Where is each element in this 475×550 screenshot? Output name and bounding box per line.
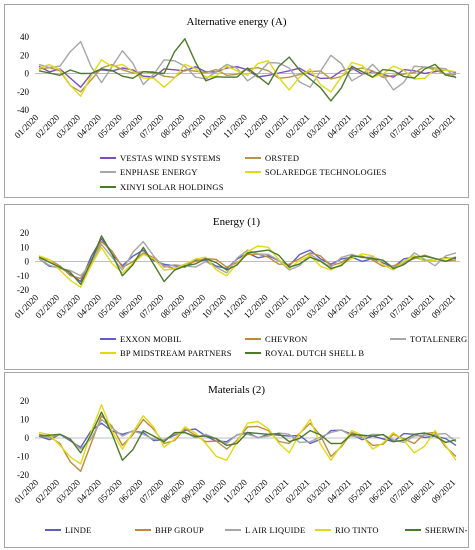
legend-label-linde: LINDE [65, 525, 92, 535]
y-tick-label: 20 [20, 50, 30, 60]
y-tick-label: 20 [20, 396, 30, 406]
chart-alternative-energy: Alternative energy (A)-40-200204001/2020… [12, 16, 460, 192]
series-line-bp-midstream-partners [38, 245, 457, 288]
legend-label-solaredge-technologies: SOLAREDGE TECHNOLOGIES [265, 167, 387, 177]
legend-label-bhp-group: BHP GROUP [155, 525, 204, 535]
y-tick-label: 40 [20, 32, 30, 42]
legend-label-bp-midstream-partners: BP MIDSTREAM PARTNERS [120, 348, 232, 358]
y-tick-label: -20 [17, 87, 29, 97]
chart-materials: Materials (2)-20-100102001/202002/202003… [12, 384, 468, 535]
legend-label-sherwin-williams: SHERWIN-WILLIAMS [425, 525, 468, 535]
series-line-xinyi-solar-holdings [38, 38, 457, 102]
legend-label-l-air-liquide: L AIR LIQUIDE [245, 525, 305, 535]
y-tick-label: 0 [25, 69, 30, 79]
y-tick-label: -10 [17, 271, 29, 281]
series-line-sherwin-williams [38, 411, 457, 461]
series-line-enphase-energy [38, 40, 457, 91]
y-tick-label: 10 [20, 242, 30, 252]
legend-label-royal-dutch-shell-b: ROYAL DUTCH SHELL B [265, 348, 364, 358]
series-line-royal-dutch-shell-b [38, 235, 457, 286]
series-line-vestas-wind-systems [38, 65, 457, 88]
y-tick-label: 0 [25, 433, 30, 443]
chart-title: Materials (2) [208, 384, 265, 396]
y-tick-label: -20 [17, 285, 29, 295]
legend-label-exxon-mobil: EXXON MOBIL [120, 334, 181, 344]
chart-panel-materials: Materials (2) -20 -10 0 10 20 01/2020 02/2020 03… [4, 372, 469, 548]
chart-panel-alternative-energy: Alternative energy (A) -40 -20 0 20 40 01/2020… [4, 4, 469, 198]
series-line-rio-tinto [38, 404, 457, 465]
chart-title: Alternative energy (A) [187, 16, 287, 28]
series-line-solaredge-technologies [38, 59, 457, 98]
y-tick-label: 0 [25, 257, 30, 267]
legend-label-totalenergies: TOTALENERGIES [410, 334, 468, 344]
legend-label-vestas-wind-systems: VESTAS WIND SYSTEMS [120, 153, 221, 163]
legend-label-enphase-energy: ENPHASE ENERGY [120, 167, 198, 177]
legend-label-orsted: ORSTED [265, 153, 299, 163]
chart-panel-energy: Energy (1) -20 -10 0 10 20 01/2020 02/2020 03/20… [4, 204, 469, 370]
y-tick-label: 10 [20, 415, 30, 425]
y-tick-label: -10 [17, 452, 29, 462]
legend-label-chevron: CHEVRON [265, 334, 308, 344]
chart-energy: Energy (1)-20-100102001/202002/202003/20… [12, 216, 468, 358]
chart-title: Energy (1) [213, 216, 260, 228]
legend-label-rio-tinto: RIO TINTO [335, 525, 379, 535]
y-tick-label: -20 [17, 470, 29, 480]
legend-label-xinyi-solar-holdings: XINYI SOLAR HOLDINGS [120, 182, 224, 192]
y-tick-label: 20 [20, 228, 30, 238]
y-tick-label: -40 [17, 105, 29, 115]
